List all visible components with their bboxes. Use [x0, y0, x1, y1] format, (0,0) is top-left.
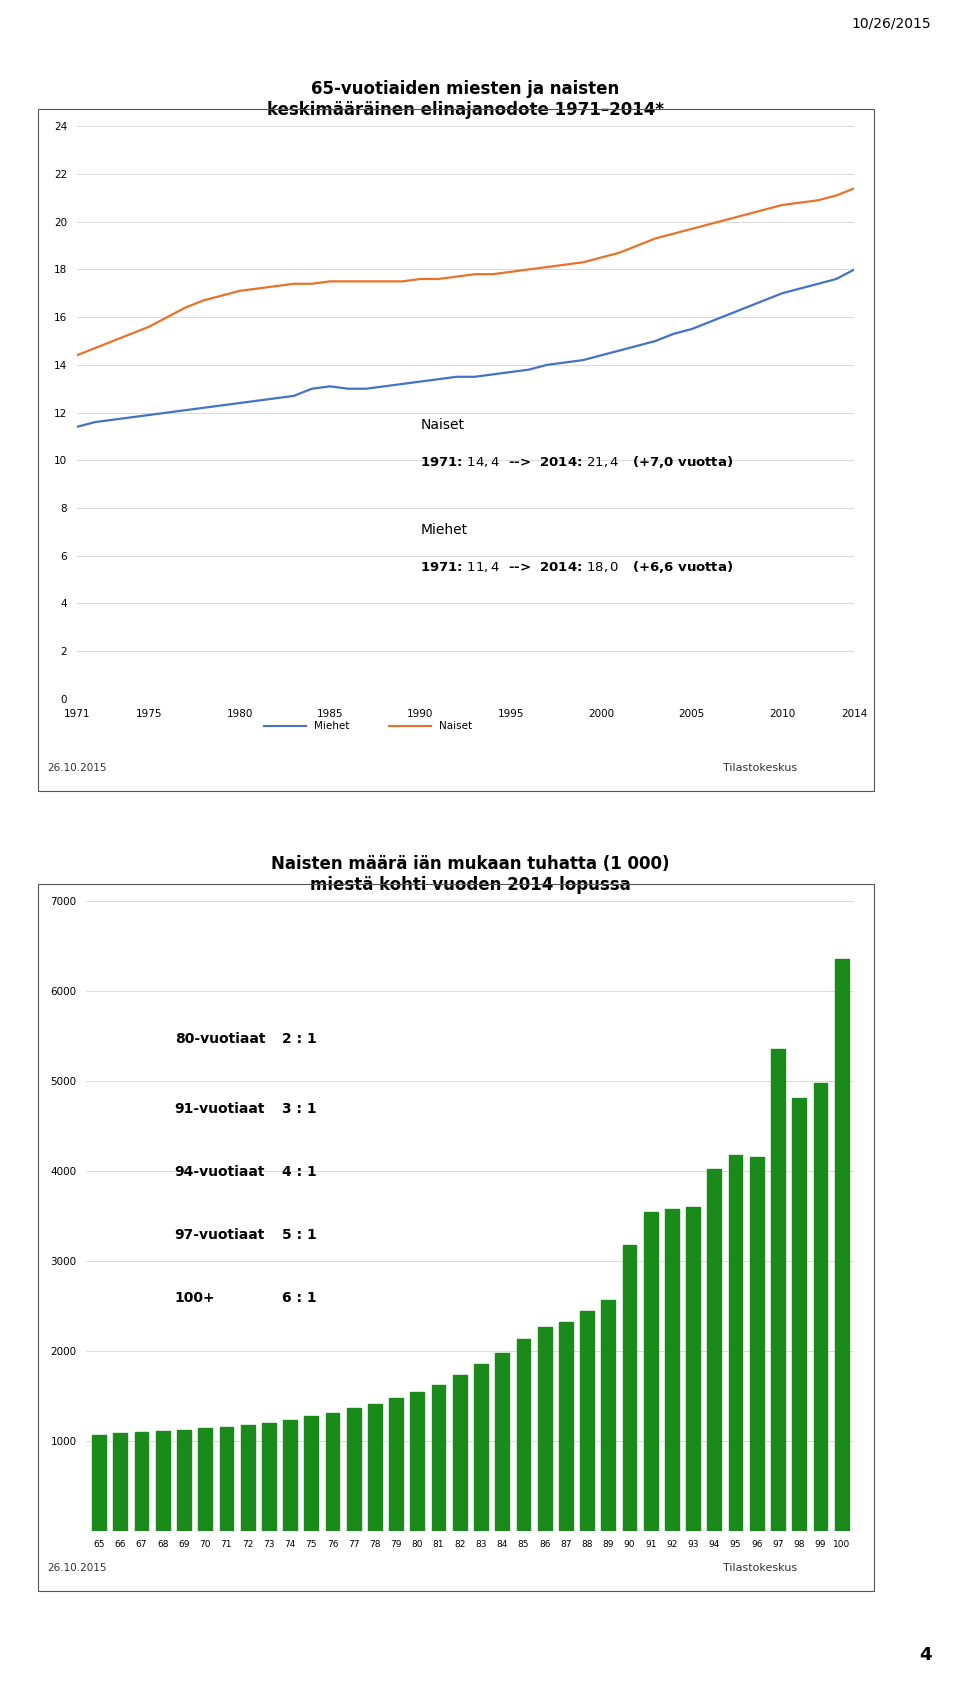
Bar — [538, 1327, 552, 1531]
Bar — [644, 1212, 658, 1531]
Bar — [432, 1384, 445, 1531]
Bar — [453, 1376, 467, 1531]
Bar — [474, 1364, 488, 1531]
Text: 80-vuotiaat: 80-vuotiaat — [175, 1032, 265, 1046]
Bar — [156, 1431, 170, 1531]
Bar — [177, 1430, 191, 1531]
Text: Tilastokeskus: Tilastokeskus — [723, 763, 798, 773]
Bar — [580, 1312, 594, 1531]
Bar — [623, 1244, 636, 1531]
Text: 26.10.2015: 26.10.2015 — [47, 1563, 107, 1573]
Bar — [708, 1169, 721, 1531]
Bar — [283, 1420, 297, 1531]
Title: Naisten määrä iän mukaan tuhatta (1 000)
miestä kohti vuoden 2014 lopussa: Naisten määrä iän mukaan tuhatta (1 000)… — [271, 855, 670, 894]
Bar — [495, 1352, 509, 1531]
Bar — [304, 1416, 318, 1531]
Text: Tilastokeskus: Tilastokeskus — [723, 1563, 798, 1573]
Text: 4: 4 — [919, 1645, 931, 1664]
Text: 1971: $\it{14,4}$  -->  2014: $\it{21,4}$   (+7,0 vuotta): 1971: $\it{14,4}$ --> 2014: $\it{21,4}$ … — [420, 453, 733, 470]
Text: 2 : 1: 2 : 1 — [282, 1032, 317, 1046]
Text: 100+: 100+ — [175, 1290, 215, 1305]
Text: 3 : 1: 3 : 1 — [282, 1101, 317, 1116]
Bar — [411, 1393, 424, 1531]
Bar — [516, 1339, 530, 1531]
Bar — [347, 1408, 361, 1531]
Bar — [559, 1322, 573, 1531]
Bar — [92, 1435, 106, 1531]
Bar — [792, 1098, 806, 1531]
Text: 1971: $\it{11,4}$  -->  2014: $\it{18,0}$   (+6,6 vuotta): 1971: $\it{11,4}$ --> 2014: $\it{18,0}$ … — [420, 559, 733, 574]
Text: Naiset: Naiset — [440, 721, 472, 731]
Text: 26.10.2015: 26.10.2015 — [47, 763, 107, 773]
Text: Miehet: Miehet — [314, 721, 349, 731]
Bar — [729, 1155, 742, 1531]
Bar — [601, 1300, 615, 1531]
Bar — [750, 1157, 764, 1531]
Bar — [813, 1083, 828, 1531]
Text: 94-vuotiaat: 94-vuotiaat — [175, 1165, 265, 1179]
Bar — [835, 960, 849, 1531]
Text: Miehet: Miehet — [420, 522, 468, 537]
Bar — [325, 1413, 340, 1531]
Bar — [113, 1433, 128, 1531]
Bar — [220, 1426, 233, 1531]
Text: 4 : 1: 4 : 1 — [282, 1165, 317, 1179]
Title: 65-vuotiaiden miesten ja naisten
keskimääräinen elinajanodote 1971–2014*: 65-vuotiaiden miesten ja naisten keskimä… — [267, 81, 664, 120]
Text: 5 : 1: 5 : 1 — [282, 1228, 317, 1241]
Text: 97-vuotiaat: 97-vuotiaat — [175, 1228, 265, 1241]
Bar — [134, 1431, 149, 1531]
Text: 6 : 1: 6 : 1 — [282, 1290, 317, 1305]
Text: 10/26/2015: 10/26/2015 — [852, 17, 931, 30]
Bar — [241, 1425, 254, 1531]
Bar — [771, 1049, 785, 1531]
Bar — [368, 1404, 382, 1531]
Bar — [389, 1398, 403, 1531]
Bar — [686, 1207, 700, 1531]
Bar — [262, 1423, 276, 1531]
Bar — [665, 1209, 679, 1531]
Text: Naiset: Naiset — [420, 418, 465, 431]
Bar — [199, 1428, 212, 1531]
Text: 91-vuotiaat: 91-vuotiaat — [175, 1101, 265, 1116]
